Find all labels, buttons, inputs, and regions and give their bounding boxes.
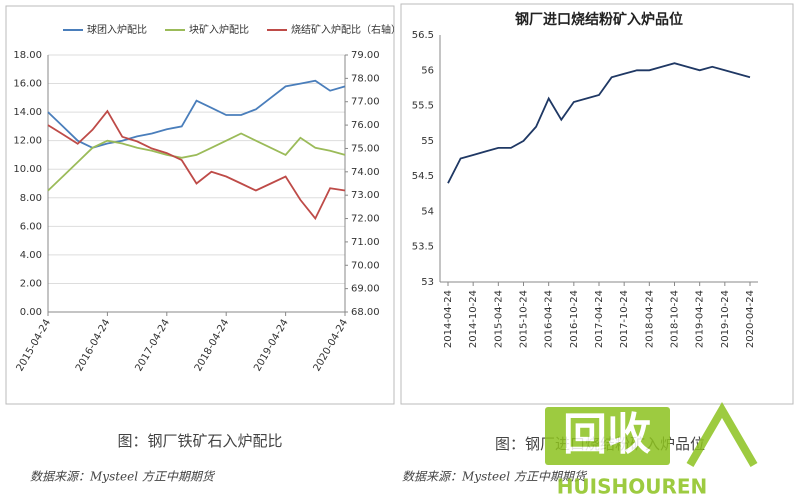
y-tick-label: 12.00: [13, 136, 42, 147]
line-series: [447, 62, 751, 184]
x-tick-label: 2019-04-24: [695, 290, 706, 348]
watermark-text: HUISHOUREN: [557, 475, 708, 499]
y2-tick-label: 73.00: [351, 190, 380, 201]
y-tick-label: 53.5: [412, 242, 434, 253]
watermark-box: [545, 407, 670, 465]
x-tick-label: 2017-04-24: [594, 290, 605, 348]
chart-title: 钢厂进口烧结粉矿入炉品位: [515, 11, 683, 28]
y-tick-label: 10.00: [13, 164, 42, 175]
x-tick-label: 2014-10-24: [468, 290, 479, 348]
y-tick-label: 56.5: [412, 30, 434, 41]
legend-label: 烧结矿入炉配比（右轴）: [291, 23, 401, 36]
y-tick-label: 16.00: [13, 79, 42, 90]
y2-tick-label: 78.00: [351, 73, 380, 84]
y2-tick-label: 76.00: [351, 120, 380, 131]
x-tick-label: 2015-10-24: [519, 290, 530, 348]
x-tick-label: 2020-04-24: [745, 290, 756, 348]
watermark-logo: 回收: [563, 409, 651, 460]
y-tick-label: 0.00: [20, 307, 42, 318]
y-tick-label: 14.00: [13, 107, 42, 118]
y-tick-label: 2.00: [20, 278, 42, 289]
y-tick-label: 54: [421, 206, 434, 217]
y-tick-label: 6.00: [20, 221, 42, 232]
y2-tick-label: 79.00: [351, 50, 380, 61]
x-tick-label: 2016-04-24: [544, 290, 555, 348]
x-tick-label: 2015-04-24: [493, 290, 504, 348]
left-panel: [5, 5, 395, 405]
caption: 图：钢厂铁矿石入炉配比: [117, 432, 282, 450]
x-tick-label: 2018-10-24: [670, 290, 681, 348]
x-tick-label: 2018-04-24: [644, 290, 655, 348]
legend-label: 球团入炉配比: [87, 23, 147, 36]
y-tick-label: 53: [421, 277, 434, 288]
line-series: [47, 109, 346, 221]
y-tick-label: 55: [421, 136, 434, 147]
x-tick-label: 2016-10-24: [569, 290, 580, 348]
y2-tick-label: 72.00: [351, 214, 380, 225]
y-tick-label: 54.5: [412, 171, 434, 182]
y2-tick-label: 74.00: [351, 167, 380, 178]
legend-label: 块矿入炉配比: [189, 23, 249, 36]
y2-tick-label: 77.00: [351, 97, 380, 108]
y2-tick-label: 69.00: [351, 284, 380, 295]
x-tick-label: 2014-04-24: [443, 290, 454, 348]
x-tick-label: 2017-10-24: [619, 290, 630, 348]
y2-tick-label: 71.00: [351, 237, 380, 248]
y-tick-label: 55.5: [412, 101, 434, 112]
y-tick-label: 4.00: [20, 250, 42, 261]
y-tick-label: 56: [421, 65, 434, 76]
watermark: 回收 HUISHOUREN: [545, 402, 758, 499]
x-tick-label: 2019-10-24: [720, 290, 731, 348]
y2-tick-label: 75.00: [351, 143, 380, 154]
y-tick-label: 18.00: [13, 50, 42, 61]
source: 数据来源：Mysteel 方正中期期货: [30, 470, 216, 484]
watermark-icon: [686, 402, 758, 468]
y2-tick-label: 68.00: [351, 307, 380, 318]
y2-tick-label: 70.00: [351, 260, 380, 271]
line-series: [47, 132, 346, 192]
y-tick-label: 8.00: [20, 193, 42, 204]
source: 数据来源：Mysteel 方正中期期货: [402, 470, 588, 484]
